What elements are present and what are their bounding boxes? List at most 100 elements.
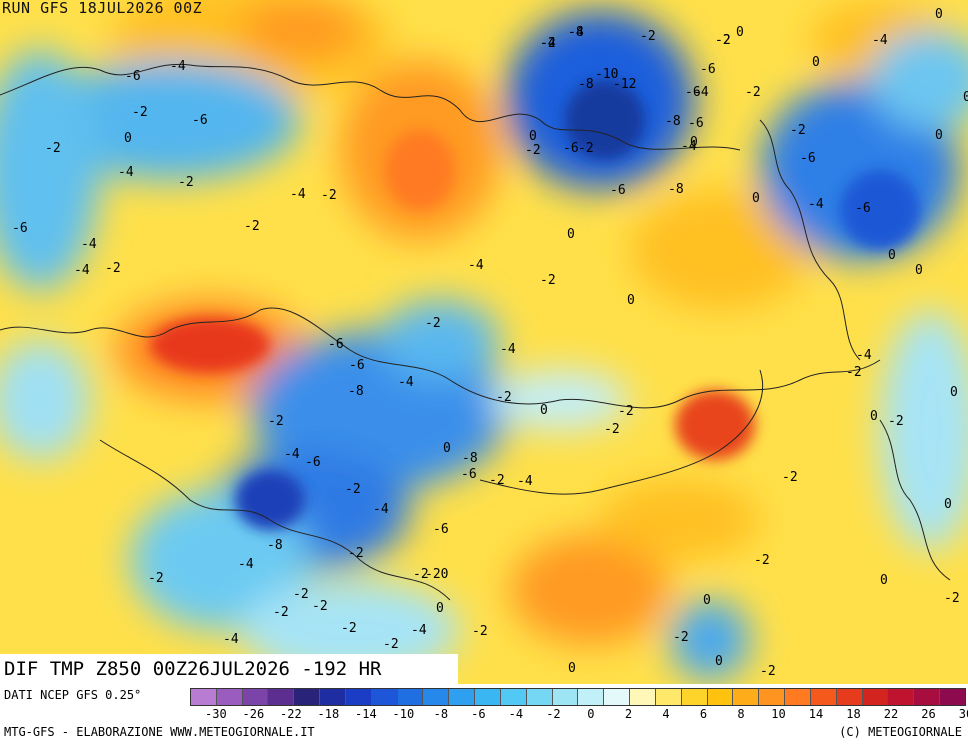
contour-label: -2: [105, 261, 121, 276]
contour-label: -6: [688, 116, 704, 131]
colorbar-ticks: -30 -26 -22 -18 -14 -10 -8 -6 -4 -2 0 2 4 6 8 10 14 18 22 2…: [190, 707, 968, 723]
contour-label: -2: [673, 630, 689, 645]
colorbar-cell: [630, 689, 656, 705]
colorbar-cell: [707, 689, 734, 705]
contour-label: -4: [540, 36, 556, 51]
colorbar-tick-label: 30: [958, 707, 968, 721]
contour-label: -10: [595, 67, 618, 82]
panel-title: DIF TMP Z850 00Z26JUL2026 -192 HR: [0, 654, 458, 684]
contour-label: -2: [496, 390, 512, 405]
contour-label: -6: [12, 221, 28, 236]
colorbar: [190, 688, 966, 706]
temperature-anomaly-map: -4-8-20-4-10-8 -12-6 -20-2-8 -6-2 -6 -40-6-2-…: [0, 0, 968, 684]
colorbar-tick-label: -4: [508, 707, 524, 721]
contour-label: -2: [745, 85, 761, 100]
colorbar-cell: [268, 689, 295, 705]
contour-label: -4: [468, 258, 484, 273]
contour-label: -4: [290, 187, 306, 202]
contour-label: 0: [880, 573, 888, 588]
colorbar-cell: [862, 689, 889, 705]
colorbar-tick-label: -30: [205, 707, 227, 721]
colorbar-cell: [785, 689, 811, 705]
colorbar-tick-label: 0: [587, 707, 595, 721]
colorbar-tick-label: -6: [471, 707, 486, 721]
contour-label: -4: [284, 447, 300, 462]
contour-label: -2: [944, 591, 960, 606]
colorbar-tick-label: -14: [355, 707, 377, 721]
contour-label: 0: [888, 248, 896, 263]
colorbar-tick-label: 26: [921, 707, 936, 721]
contour-label: -2: [760, 664, 776, 679]
contour-label: -8: [568, 25, 584, 40]
contour-label: -8: [665, 114, 681, 129]
contour-label: -2: [525, 143, 541, 158]
colorbar-tick-label: 8: [737, 707, 745, 721]
contour-label: 0: [690, 135, 698, 150]
contour-label: -6: [563, 141, 579, 156]
contour-label: 0: [812, 55, 820, 70]
colorbar-cell: [888, 689, 915, 705]
contour-label: 0: [870, 409, 878, 424]
contour-label: -2: [341, 621, 357, 636]
contour-label: -2: [489, 473, 505, 488]
colorbar-tick-label: 10: [771, 707, 786, 721]
colorbar-cell: [320, 689, 346, 705]
colorbar-cell: [500, 689, 527, 705]
contour-label: 0: [963, 90, 968, 105]
colorbar-cell: [191, 689, 217, 705]
contour-label: -2: [45, 141, 61, 156]
colorbar-tick-label: -22: [280, 707, 302, 721]
contour-label: -4: [568, 25, 584, 40]
contour-label: -2: [472, 624, 488, 639]
contour-label: -6: [305, 455, 321, 470]
coastlines: [0, 63, 951, 601]
contour-label: 0: [950, 385, 958, 400]
contour-label: -4: [238, 557, 254, 572]
contour-label: 0: [935, 7, 943, 22]
colorbar-cell: [836, 689, 863, 705]
contour-label: -2: [715, 33, 731, 48]
contour-label: 0: [736, 25, 744, 40]
colorbar-cell: [604, 689, 631, 705]
colorbar-cell: [449, 689, 476, 705]
contour-label: -4: [808, 197, 824, 212]
contour-label: -2: [846, 365, 862, 380]
colorbar-cell: [759, 689, 786, 705]
contour-label: -4: [373, 502, 389, 517]
colorbar-tick-label: 22: [883, 707, 899, 721]
contour-label: -2: [348, 546, 364, 561]
contour-label: -4: [398, 375, 414, 390]
colorbar-tick-label: -18: [317, 707, 340, 721]
colorbar-cell: [655, 689, 682, 705]
contour-label: -8: [348, 384, 364, 399]
contour-label: -4: [223, 632, 239, 647]
contour-label: -2: [715, 33, 731, 48]
contour-label: -6: [433, 522, 449, 537]
contour-label: -20: [425, 567, 448, 582]
contour-label: -8: [267, 538, 283, 553]
contour-label: -4: [500, 342, 516, 357]
contour-label: -2: [293, 587, 309, 602]
colorbar-cell: [578, 689, 605, 705]
data-source: DATI NCEP GFS 0.25°: [4, 688, 142, 702]
contour-label: -2: [578, 141, 594, 156]
contour-label: -6: [349, 358, 365, 373]
contour-label: -2: [383, 637, 399, 652]
contour-label: -8: [578, 77, 594, 92]
contour-label: 0: [529, 129, 537, 144]
contour-label: -4: [693, 85, 709, 100]
contour-label: -12: [613, 77, 636, 92]
contour-label: 0: [124, 131, 132, 146]
colorbar-cell: [397, 689, 424, 705]
colorbar-cell: [733, 689, 760, 705]
colorbar-cell: [940, 689, 965, 705]
contour-label: 0: [752, 191, 760, 206]
colorbar-cell: [914, 689, 941, 705]
contour-label: -6: [125, 69, 141, 84]
contour-label: -2: [790, 123, 806, 138]
contour-label: -2: [782, 470, 798, 485]
contour-label: -4: [856, 348, 872, 363]
contour-label: -2: [425, 316, 441, 331]
contour-label: -6: [610, 183, 626, 198]
contour-label: -2: [268, 414, 284, 429]
